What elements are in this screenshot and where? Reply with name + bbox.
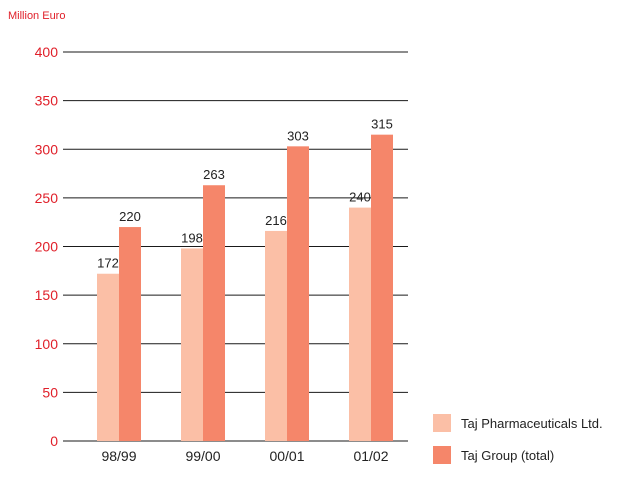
legend: Taj Pharmaceuticals Ltd. Taj Group (tota… [433, 414, 603, 478]
bar-chart: 0 50 100 150 200 250 300 350 400 172 220 198 263 216… [35, 44, 408, 464]
y-tick-label-400: 400 [35, 44, 59, 60]
bar-taj-pharmaceuticals-00-01 [265, 230, 287, 441]
legend-item-taj-group-total: Taj Group (total) [433, 446, 603, 464]
data-label-taj-pharmaceuticals-99-00: 198 [181, 230, 203, 245]
x-tick-label-00-01: 00/01 [269, 448, 304, 464]
y-axis-unit-label: Million Euro [8, 10, 66, 22]
x-tick-label-98-99: 98/99 [101, 448, 136, 464]
y-tick-label-50: 50 [42, 384, 58, 400]
bar-taj-pharmaceuticals-01-02 [349, 207, 371, 441]
legend-swatch-taj-pharmaceuticals [433, 414, 451, 432]
y-tick-label-250: 250 [35, 190, 59, 206]
x-axis-ticks: 98/99 99/00 00/01 01/02 [101, 448, 388, 464]
data-label-taj-pharmaceuticals-98-99: 172 [97, 256, 119, 271]
bar-taj-pharmaceuticals-99-00 [181, 248, 203, 441]
bars [97, 134, 393, 441]
data-label-taj-pharmaceuticals-00-01: 216 [265, 213, 287, 228]
bar-taj-group-total-98-99 [119, 227, 141, 441]
y-tick-label-300: 300 [35, 141, 59, 157]
x-tick-label-99-00: 99/00 [185, 448, 220, 464]
y-tick-label-0: 0 [50, 433, 58, 449]
legend-item-taj-pharmaceuticals: Taj Pharmaceuticals Ltd. [433, 414, 603, 432]
data-label-taj-group-total-98-99: 220 [119, 209, 141, 224]
data-label-taj-group-total-01-02: 315 [371, 117, 393, 132]
legend-label-taj-pharmaceuticals: Taj Pharmaceuticals Ltd. [461, 415, 603, 431]
bar-taj-group-total-01-02 [371, 134, 393, 441]
legend-swatch-taj-group-total [433, 446, 451, 464]
y-tick-label-100: 100 [35, 336, 59, 352]
bar-taj-pharmaceuticals-98-99 [97, 273, 119, 441]
bar-taj-group-total-99-00 [203, 185, 225, 441]
y-tick-label-200: 200 [35, 239, 59, 255]
y-tick-label-150: 150 [35, 287, 59, 303]
legend-label-taj-group-total: Taj Group (total) [461, 447, 555, 463]
x-tick-label-01-02: 01/02 [353, 448, 388, 464]
y-axis-ticks: 0 50 100 150 200 250 300 350 400 [35, 44, 59, 449]
data-label-taj-pharmaceuticals-01-02: 240 [349, 190, 371, 205]
y-tick-label-350: 350 [35, 93, 59, 109]
bar-taj-group-total-00-01 [287, 146, 309, 441]
data-labels: 172 220 198 263 216 303 240 315 [97, 117, 393, 271]
data-label-taj-group-total-99-00: 263 [203, 167, 225, 182]
data-label-taj-group-total-00-01: 303 [287, 128, 309, 143]
